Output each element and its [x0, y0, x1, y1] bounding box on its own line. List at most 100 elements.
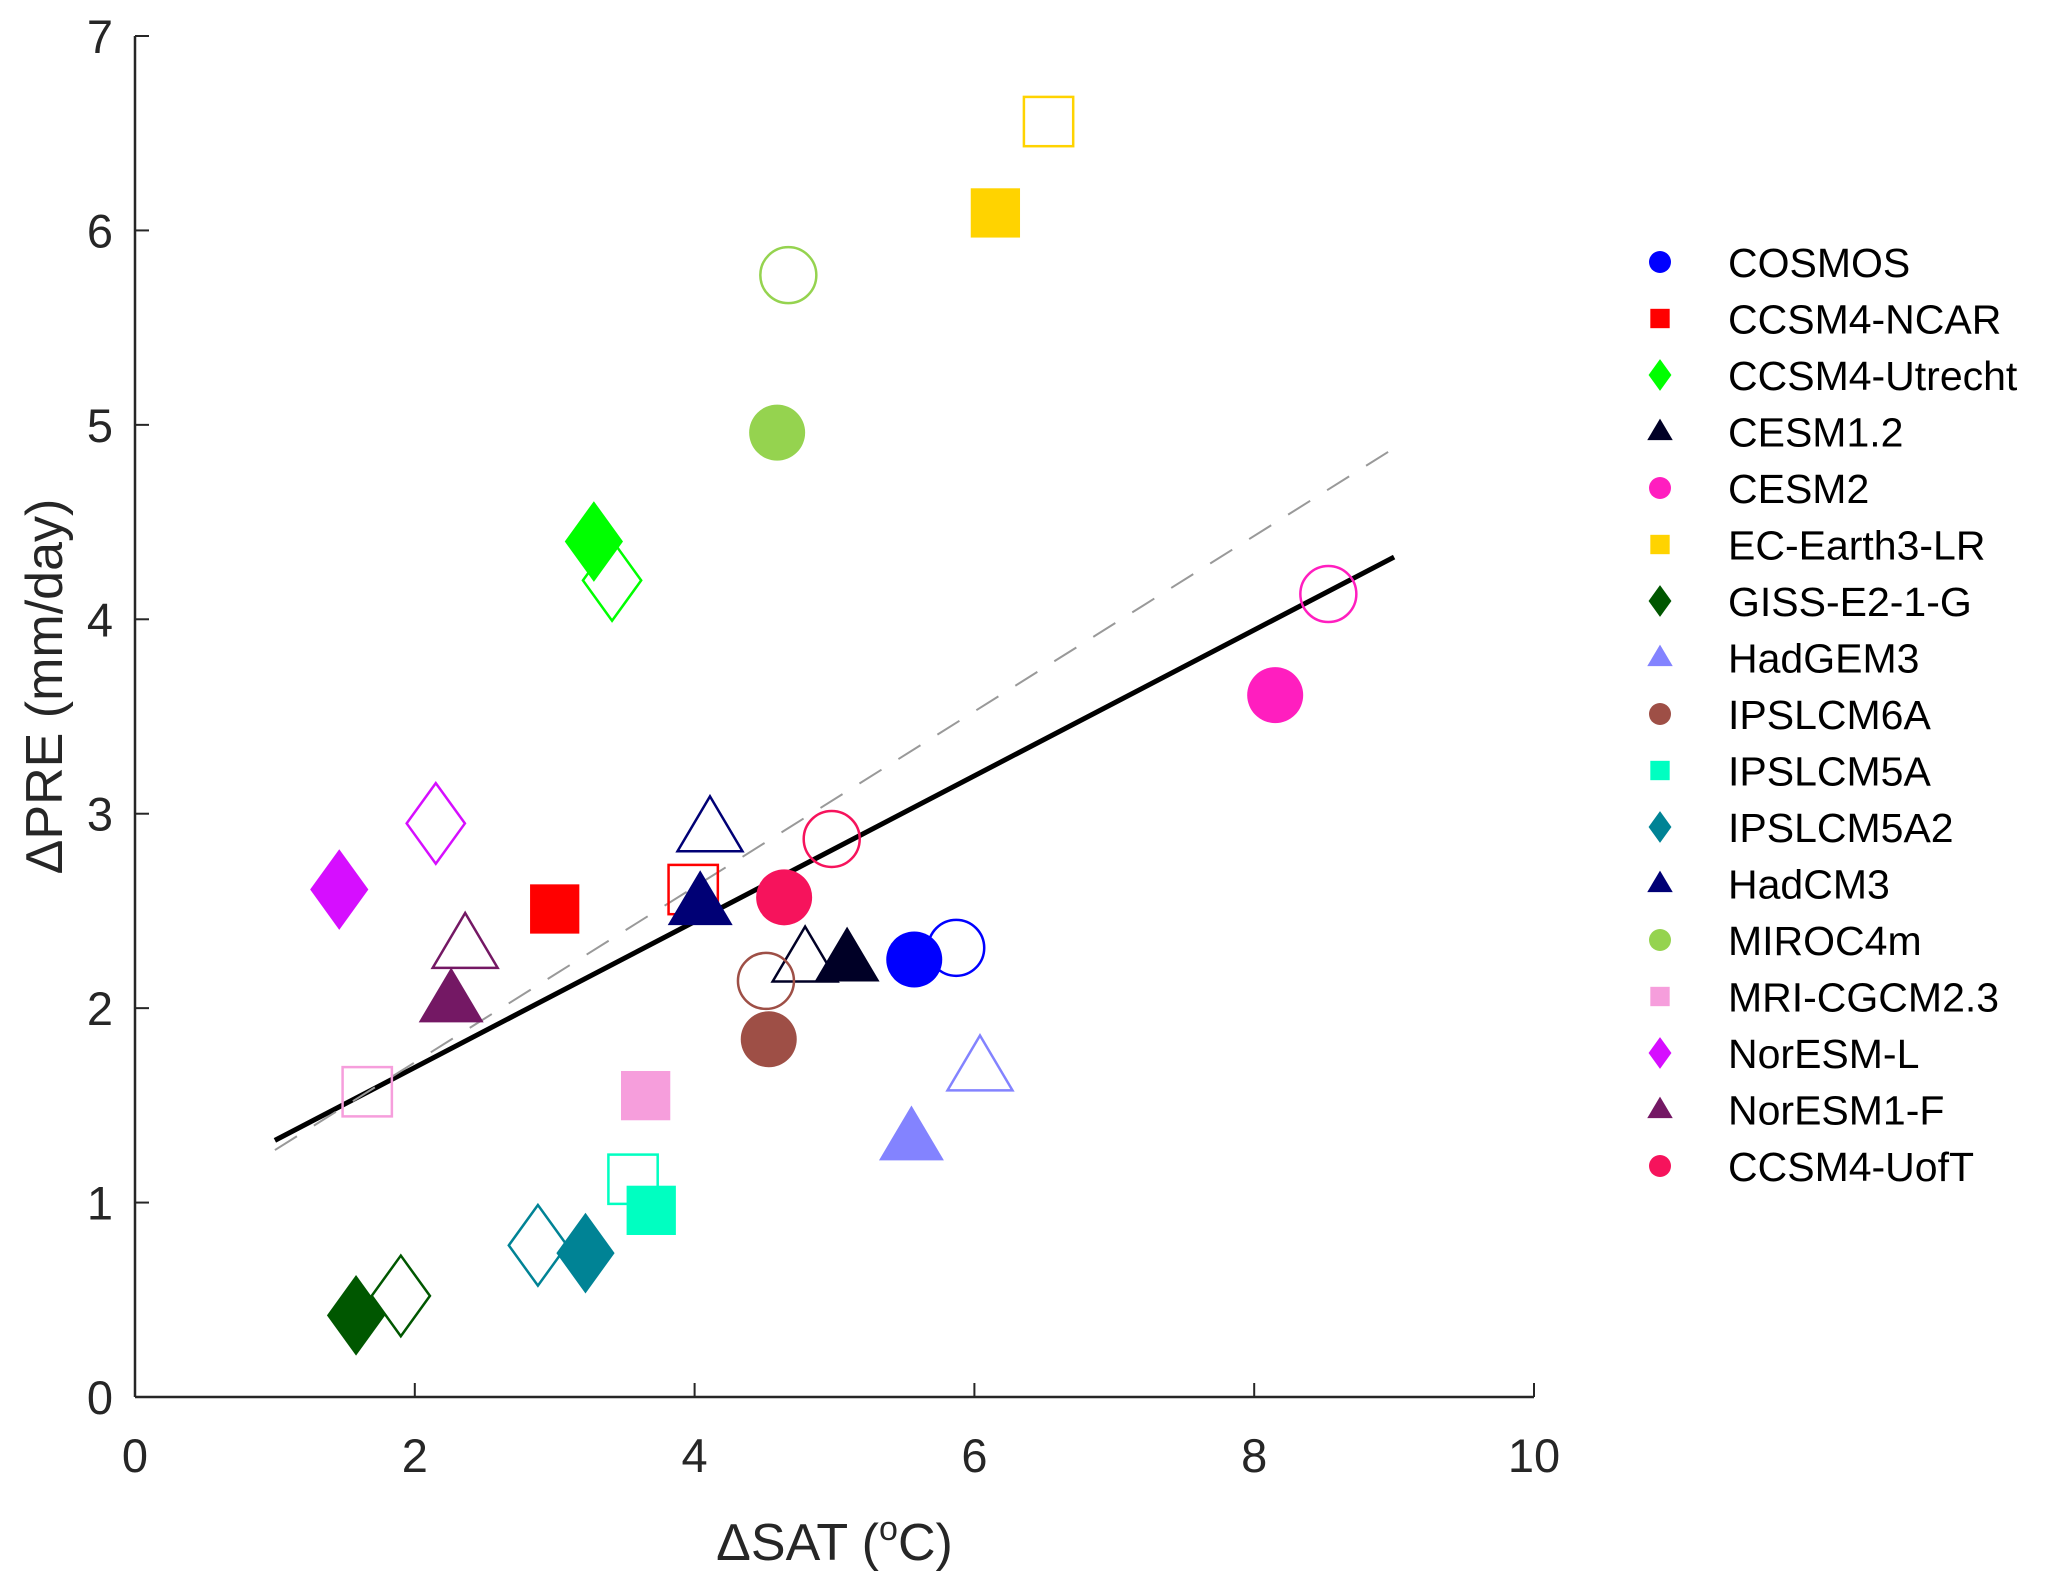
marker-open-ec-earth3-lr: [1022, 95, 1075, 148]
legend-item: NorESM-L: [1648, 1031, 1919, 1077]
legend-label: MIROC4m: [1728, 918, 1922, 964]
legend-item: MIROC4m: [1649, 918, 1922, 964]
legend-item: IPSLCM5A: [1650, 749, 1931, 795]
marker-filled-ipslcm5a: [626, 1185, 676, 1235]
legend-label: HadGEM3: [1728, 636, 1919, 682]
marker-open-hadgem3: [945, 1033, 1015, 1092]
x-tick-label: 10: [1508, 1429, 1560, 1482]
y-axis-title: ΔPRE (mm/day): [16, 499, 74, 875]
legend-item: HadGEM3: [1647, 636, 1919, 682]
y-tick-label: 5: [87, 399, 113, 452]
fit-lines: [273, 447, 1396, 1151]
marker-open-noresm1-f: [430, 910, 500, 970]
legend-marker-cesm2: [1649, 477, 1671, 499]
markers: [310, 95, 1358, 1356]
legend-item: EC-Earth3-LR: [1650, 523, 1985, 569]
marker-filled-giss-e2-1-g: [326, 1275, 386, 1356]
fit-dashed-line: [274, 447, 1395, 1151]
legend-item: NorESM1-F: [1647, 1088, 1944, 1134]
x-axis-title-superscript: o: [879, 1510, 898, 1548]
marker-filled-mri-cgcm2.3: [620, 1070, 671, 1121]
legend-marker-giss-e2-1-g: [1648, 585, 1672, 617]
legend-marker-ccsm4-utrecht: [1648, 359, 1672, 391]
marker-filled-cesm1.2: [814, 926, 880, 982]
legend-marker-ccsm4-uoft: [1649, 1155, 1671, 1177]
marker-open-cesm1.2: [770, 924, 840, 983]
legend-label: NorESM1-F: [1728, 1088, 1944, 1134]
marker-open-hadcm3: [675, 793, 745, 853]
marker-filled-cosmos: [886, 931, 943, 988]
legend-item: HadCM3: [1647, 862, 1890, 908]
marker-filled-ccsm4-uoft: [756, 869, 813, 926]
legend-marker-ipslcm5a2: [1648, 811, 1672, 843]
legend-item: GISS-E2-1-G: [1648, 579, 1972, 625]
legend-label: EC-Earth3-LR: [1728, 523, 1985, 569]
x-tick-label: 4: [682, 1429, 708, 1482]
x-axis-title-suffix: C): [898, 1514, 953, 1572]
legend-label: COSMOS: [1728, 240, 1910, 286]
y-tick-label: 6: [87, 204, 113, 257]
legend-label: IPSLCM5A2: [1728, 805, 1954, 851]
legend-marker-cosmos: [1649, 251, 1671, 273]
y-tick-label: 3: [87, 788, 113, 841]
marker-filled-ipslcm6a: [740, 1011, 797, 1068]
marker-open-noresm-l: [405, 780, 467, 866]
legend-item: CCSM4-UofT: [1649, 1144, 1974, 1190]
x-ticks: 0 2 4 6 8 10: [122, 1383, 1560, 1482]
y-tick-label: 4: [87, 593, 113, 646]
marker-open-mri-cgcm2.3: [341, 1065, 394, 1118]
legend-label: CESM1.2: [1728, 410, 1903, 456]
legend-marker-hadcm3: [1647, 870, 1673, 893]
legend-item: CESM2: [1649, 466, 1869, 512]
marker-filled-ccsm4-ncar: [530, 884, 580, 934]
y-tick-label: 2: [87, 982, 113, 1035]
legend-item: COSMOS: [1649, 240, 1910, 286]
legend-label: HadCM3: [1728, 862, 1890, 908]
legend-marker-ipslcm6a: [1649, 703, 1671, 725]
legend-item: CCSM4-NCAR: [1650, 297, 2001, 343]
marker-open-cesm2: [1299, 564, 1358, 624]
x-tick-label: 0: [122, 1429, 148, 1482]
marker-open-ccsm4-uoft: [802, 809, 861, 869]
legend-label: MRI-CGCM2.3: [1728, 975, 1999, 1021]
marker-filled-ipslcm5a2: [556, 1212, 615, 1294]
marker-filled-miroc4m: [749, 404, 806, 461]
y-tick-label: 7: [87, 10, 113, 63]
y-ticks: 0 1 2 3 4 5 6 7: [87, 10, 149, 1424]
legend-marker-noresm-l: [1648, 1037, 1672, 1069]
legend-marker-ccsm4-ncar: [1650, 308, 1670, 329]
marker-filled-cesm2: [1247, 667, 1304, 724]
legend-marker-mri-cgcm2.3: [1650, 986, 1670, 1007]
legend-marker-ipslcm5a: [1650, 760, 1670, 781]
x-axis-title: ΔSAT (oC): [716, 1510, 953, 1572]
legend-label: CESM2: [1728, 466, 1869, 512]
legend-marker-cesm1.2: [1647, 418, 1673, 441]
legend-marker-hadgem3: [1647, 644, 1673, 667]
legend-item: IPSLCM5A2: [1648, 805, 1954, 851]
x-tick-label: 6: [961, 1429, 987, 1482]
legend-label: NorESM-L: [1728, 1031, 1919, 1077]
fit-solid-line: [273, 554, 1396, 1143]
legend-label: CCSM4-Utrecht: [1728, 353, 2018, 399]
marker-filled-noresm-l: [310, 849, 369, 930]
legend-item: CESM1.2: [1647, 410, 1903, 456]
legend: COSMOS CCSM4-NCAR CCSM4-Utrecht CESM1.2 CESM…: [1647, 240, 2018, 1190]
legend-item: MRI-CGCM2.3: [1650, 975, 1999, 1021]
marker-open-miroc4m: [759, 245, 818, 305]
legend-label: GISS-E2-1-G: [1728, 579, 1972, 625]
x-axis-title-prefix: ΔSAT (: [716, 1514, 880, 1572]
legend-marker-miroc4m: [1649, 929, 1671, 951]
legend-label: IPSLCM6A: [1728, 692, 1931, 738]
legend-marker-ec-earth3-lr: [1650, 534, 1670, 555]
marker-filled-ccsm4-utrecht: [564, 501, 623, 582]
marker-open-ipslcm6a: [736, 951, 796, 1011]
x-tick-label: 2: [402, 1429, 428, 1482]
marker-filled-noresm1-f: [418, 967, 484, 1023]
axes: 0 2 4 6 8 10 0 1 2 3 4 5 6 7: [87, 10, 1560, 1482]
legend-label: IPSLCM5A: [1728, 749, 1931, 795]
y-tick-label: 0: [87, 1371, 113, 1424]
marker-filled-ec-earth3-lr: [970, 188, 1021, 238]
x-tick-label: 8: [1241, 1429, 1267, 1482]
y-tick-label: 1: [87, 1177, 113, 1230]
